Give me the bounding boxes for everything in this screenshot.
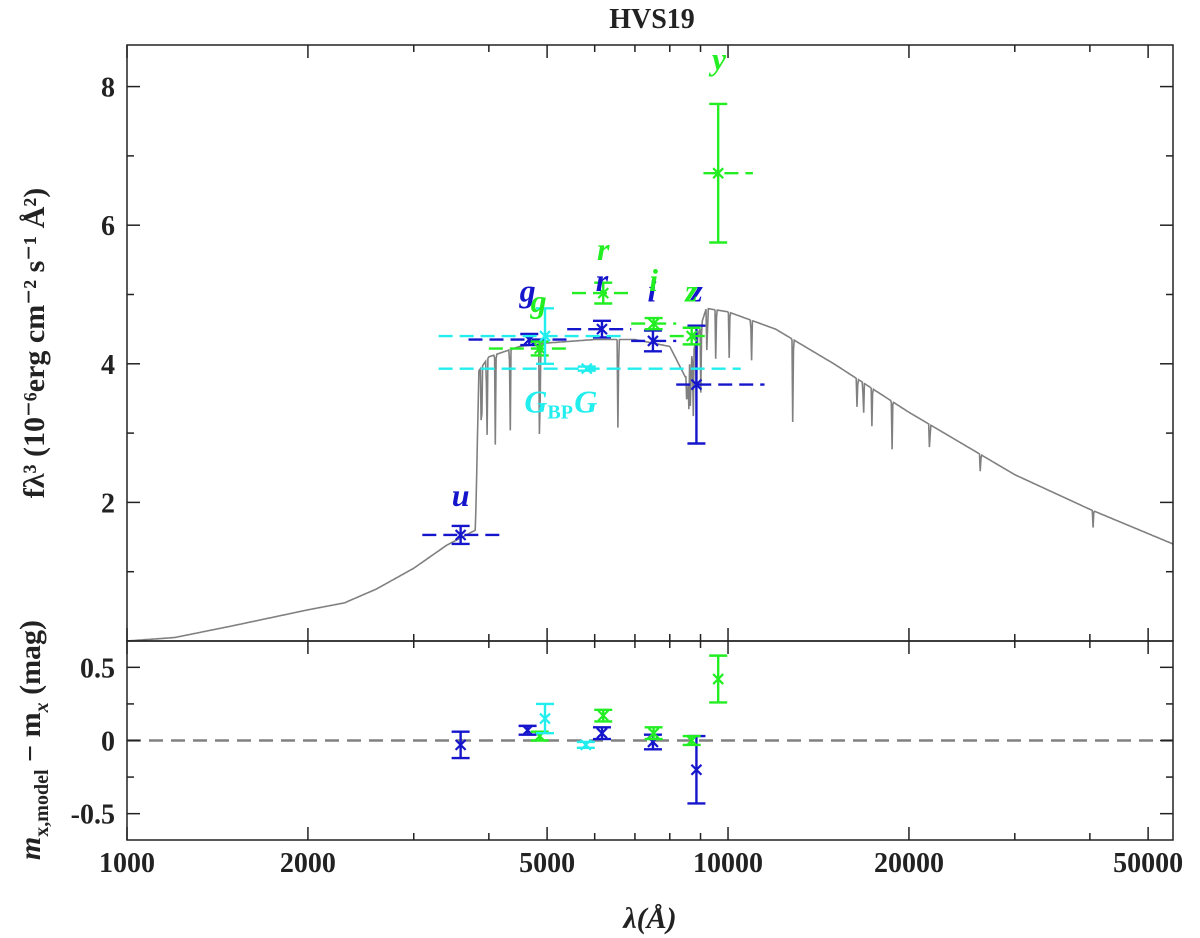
residual-marker-b — [596, 727, 608, 739]
xtick-label: 5000 — [519, 848, 575, 879]
residual-point-r-2 — [592, 726, 611, 741]
residual-marker-b — [454, 739, 467, 751]
residual-marker-b — [521, 724, 534, 737]
bottom-panel: -0.5 0 0.5 — [71, 640, 1174, 841]
photometry-point-gbp-10 — [438, 307, 624, 365]
band-label-r-2: r — [596, 262, 609, 298]
band-label-g-11: G — [574, 383, 597, 419]
photometry-point-y-9 — [703, 102, 753, 244]
point-marker-b — [539, 330, 551, 342]
band-label-z-4: z — [689, 272, 703, 308]
residual-marker-b — [712, 673, 724, 685]
xtick-label: 20000 — [874, 848, 944, 879]
model-spectrum-line — [126, 307, 1174, 642]
top-ytick-label: 6 — [101, 211, 115, 242]
chart-title: HVS19 — [609, 4, 695, 35]
residual-point-z-4 — [687, 734, 706, 805]
band-label-u-0: u — [452, 477, 470, 513]
point-marker-b — [647, 317, 660, 330]
point-marker-b — [685, 330, 698, 342]
bottom-ytick-label: 0.5 — [80, 653, 115, 684]
residual-marker-b — [580, 739, 592, 751]
photometry-point-i-3 — [631, 329, 677, 353]
top-y-axis-label: fλ³ (10⁻⁶erg cm⁻² s⁻¹ Å²) — [18, 188, 51, 498]
photometry-point-u-0 — [422, 524, 502, 546]
residual-marker-b — [539, 712, 551, 725]
ylabel-end: (mag) — [14, 620, 47, 702]
xtick-label: 50000 — [1113, 848, 1183, 879]
photometry-point-z-8 — [669, 326, 710, 346]
band-label-gbp-10: GBP — [524, 383, 573, 423]
point-marker-b — [690, 378, 703, 391]
residual-marker-b — [690, 763, 703, 776]
residual-point-g-1 — [518, 724, 537, 737]
residual-point-r-6 — [594, 708, 613, 723]
band-label-i-7: i — [649, 262, 658, 298]
residual-marker-b — [685, 734, 698, 747]
top-ytick-label: 2 — [101, 488, 115, 519]
residual-point-z-8 — [682, 734, 701, 747]
residual-point-i-7 — [644, 726, 663, 741]
residual-marker-b — [647, 727, 660, 739]
point-marker-b — [533, 342, 546, 355]
photometry-point-i-7 — [631, 316, 677, 331]
bottom-ytick-label: 0 — [101, 727, 115, 758]
ylabel-mid: − m — [14, 712, 47, 769]
band-label-z-8: z — [684, 272, 698, 308]
model-spectrum — [126, 307, 1174, 642]
top-ytick-label: 8 — [101, 73, 115, 104]
photometry-point-g-11 — [438, 362, 741, 375]
band-label-g-5: g — [530, 283, 547, 319]
xtick-label: 2000 — [280, 848, 336, 879]
point-marker-b — [454, 529, 467, 541]
band-label-r-6: r — [597, 231, 610, 267]
residual-point-u-0 — [451, 730, 470, 760]
x-axis-label: λ(Å) — [621, 902, 676, 935]
bottom-ytick-label: -0.5 — [71, 800, 115, 831]
photometry-point-r-6 — [571, 281, 632, 305]
band-label-i-3: i — [647, 272, 656, 308]
band-label-y-9: y — [708, 40, 727, 76]
residual-point-g-11 — [576, 739, 595, 751]
photometry-point-r-2 — [567, 319, 632, 339]
point-marker-b — [597, 287, 610, 299]
xtick-label: 1000 — [99, 848, 155, 879]
ylabel-sub2: x — [31, 702, 53, 713]
top-ytick-label: 4 — [101, 350, 115, 381]
residual-point-y-9 — [709, 654, 728, 704]
xtick-label: 10000 — [693, 848, 763, 879]
point-marker-b — [647, 335, 659, 347]
ylabel-sub: x,model — [31, 769, 53, 837]
residual-point-gbp-10 — [536, 702, 555, 735]
band-label-g-1: g — [519, 272, 536, 308]
x-axis-label-text: λ(Å) — [621, 902, 676, 935]
residual-marker-b — [597, 709, 610, 722]
point-marker-b — [596, 323, 608, 335]
point-marker-b — [580, 362, 593, 375]
top-panel: u g r i z g r i z y GBP G 2 4 6 8 — [101, 40, 1174, 642]
ylabel-m: m — [14, 837, 47, 860]
point-marker-b — [712, 167, 724, 179]
bottom-y-axis-label: mx,model − mx (mag) — [14, 620, 53, 860]
